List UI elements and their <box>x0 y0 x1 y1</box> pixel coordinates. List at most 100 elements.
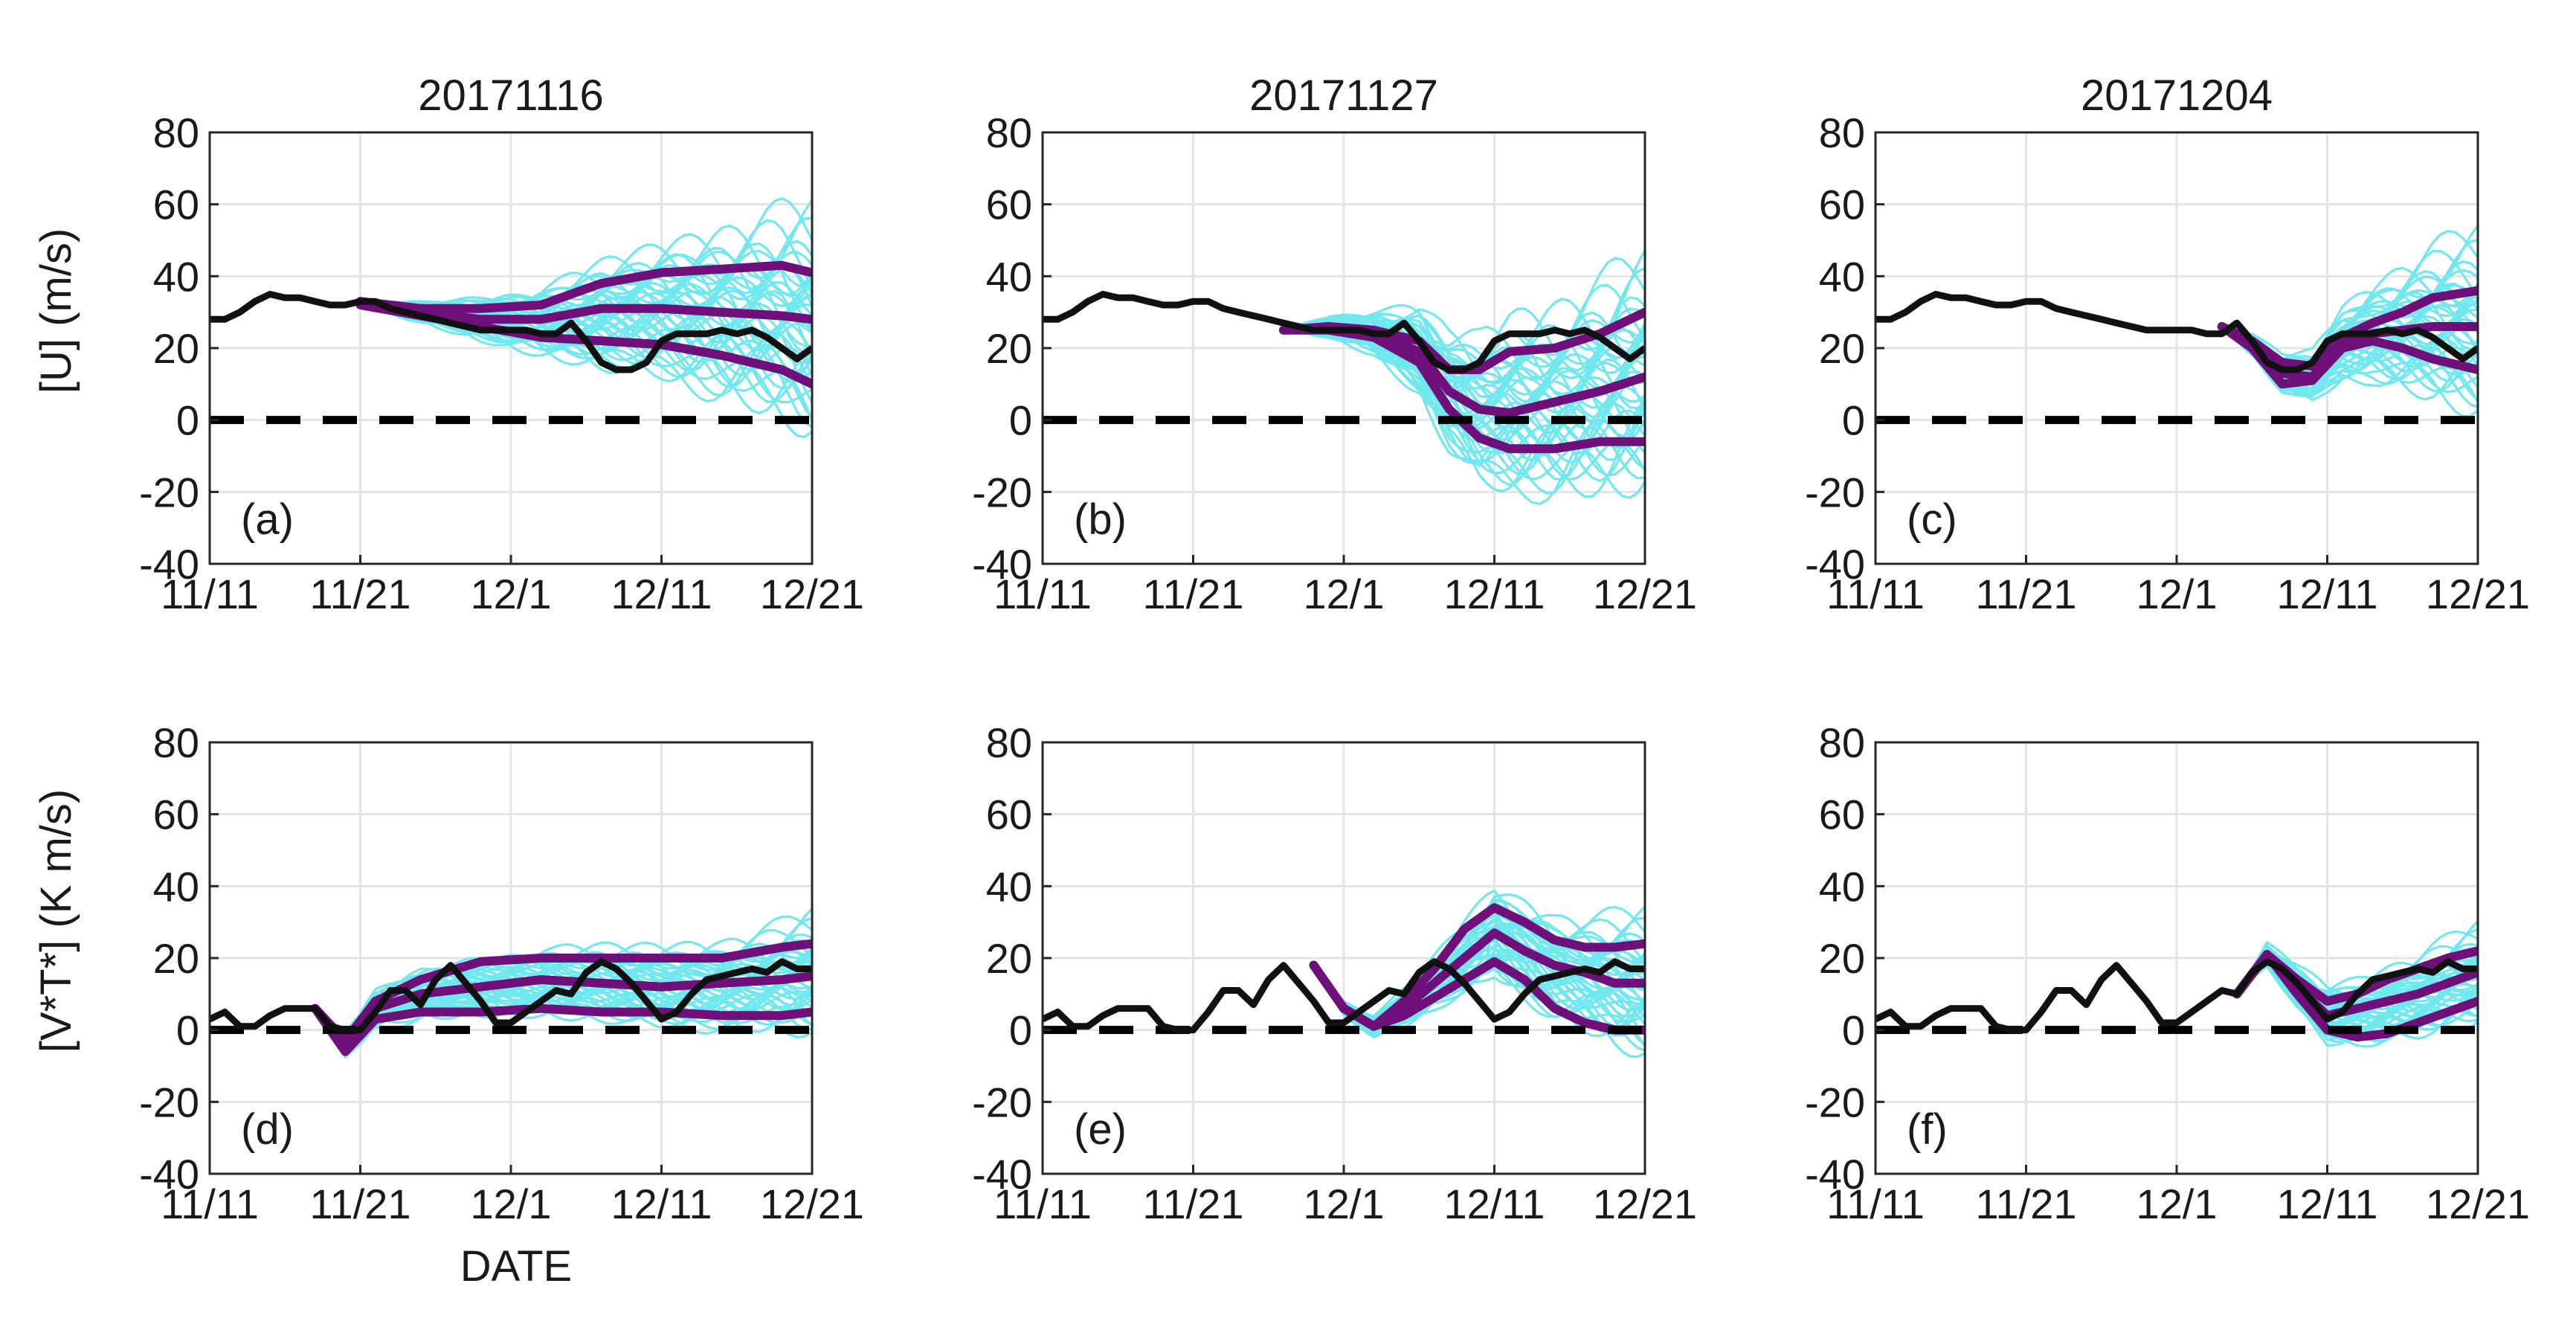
chart-panel-e: -40 -20 0 20 40 60 80 11/11 11/21 12/1 12/11 12/21 (… <box>972 719 1697 1227</box>
x-tick-label: 11/21 <box>1143 1180 1244 1227</box>
observed-line <box>210 291 812 373</box>
x-tick-label: 12/11 <box>2277 1180 2378 1227</box>
y-axis-label-bottom: [V*T*] (K m/s) <box>32 789 80 1053</box>
panel-label: (c) <box>1907 495 1957 544</box>
y-tick-label: 40 <box>153 253 199 300</box>
x-tick-label: 12/11 <box>1444 1180 1545 1227</box>
chart-title: 20171127 <box>1249 71 1438 120</box>
y-tick-label: -20 <box>972 469 1032 515</box>
chart-panel-a: -40 -20 0 20 40 60 80 11/11 11/21 12/1 12/11 12/21 2… <box>139 71 864 617</box>
plot-content <box>210 907 812 1058</box>
chart-panel-c: -40 -20 0 20 40 60 80 11/11 11/21 12/1 12/11 12/21 2… <box>1805 71 2530 617</box>
x-tick-label: 12/1 <box>2137 1180 2218 1227</box>
y-tick-label: -40 <box>972 541 1032 588</box>
y-tick-label: 40 <box>1819 253 1865 300</box>
chart-panel-f: -40 -20 0 20 40 60 80 11/11 11/21 12/1 12/11 12/21 (… <box>1805 719 2530 1227</box>
y-tick-label: 20 <box>986 325 1032 372</box>
y-tick-label: 0 <box>176 397 199 444</box>
plot-content <box>1043 249 1645 505</box>
observed-line <box>1043 291 1645 373</box>
x-tick-label: 12/11 <box>2277 571 2378 617</box>
y-tick-label: -40 <box>139 1151 199 1198</box>
x-tick-label: 11/21 <box>1976 1180 2077 1227</box>
y-tick-label: 0 <box>1009 1007 1032 1054</box>
plot-content <box>210 197 812 438</box>
y-tick-label: 20 <box>1819 935 1865 982</box>
y-tick-label: -40 <box>1805 1151 1865 1198</box>
ensemble-member-line <box>1283 257 1645 380</box>
y-tick-label: 0 <box>1842 397 1865 444</box>
x-tick-label: 12/1 <box>1304 571 1385 617</box>
y-tick-label: 20 <box>153 325 199 372</box>
y-tick-label: 0 <box>1842 1007 1865 1054</box>
ensemble-member-line <box>1313 899 1645 1018</box>
plot-content <box>1875 225 2478 425</box>
x-tick-label: 12/21 <box>2426 571 2530 617</box>
x-tick-label: 11/11 <box>994 571 1092 617</box>
y-tick-label: -20 <box>1805 1079 1865 1125</box>
y-tick-label: 60 <box>986 791 1032 838</box>
x-axis-label: DATE <box>460 1242 572 1291</box>
y-tick-label: 80 <box>153 719 199 766</box>
chart-title: 20171116 <box>418 71 603 120</box>
y-tick-label: -20 <box>139 1079 199 1125</box>
observed-line <box>1875 291 2478 373</box>
x-tick-label: 11/11 <box>994 1180 1092 1227</box>
y-tick-label: 80 <box>986 719 1032 766</box>
plot-content <box>1875 920 2478 1048</box>
observed-line <box>210 958 812 1034</box>
panel-label: (d) <box>241 1105 294 1154</box>
x-tick-label: 12/1 <box>471 571 552 617</box>
x-tick-label: 12/11 <box>611 1180 712 1227</box>
y-tick-label: 80 <box>153 109 199 156</box>
x-tick-label: 12/11 <box>611 571 712 617</box>
x-tick-label: 12/1 <box>1304 1180 1385 1227</box>
chart-panel-b: -40 -20 0 20 40 60 80 11/11 11/21 12/1 12/11 12/21 2… <box>972 71 1697 617</box>
y-tick-label: -40 <box>1805 541 1865 588</box>
y-tick-label: -40 <box>972 1151 1032 1198</box>
y-tick-label: -40 <box>139 541 199 588</box>
y-tick-label: 40 <box>986 253 1032 300</box>
y-tick-label: 80 <box>986 109 1032 156</box>
chart-panel-d: -40 -20 0 20 40 60 80 11/11 11/21 12/1 12/11 12/21 (… <box>139 719 864 1227</box>
x-tick-label: 12/11 <box>1444 571 1545 617</box>
y-tick-label: 60 <box>153 181 199 228</box>
x-tick-label: 11/11 <box>161 1180 259 1227</box>
plot-content <box>1043 889 1645 1058</box>
chart-title: 20171204 <box>2081 71 2273 120</box>
ensemble-member-line <box>1313 949 1645 1037</box>
y-tick-label: 40 <box>1819 863 1865 910</box>
y-tick-label: 60 <box>1819 181 1865 228</box>
y-tick-label: 80 <box>1819 109 1865 156</box>
y-tick-label: 60 <box>153 791 199 838</box>
y-tick-label: 20 <box>986 935 1032 982</box>
x-tick-label: 12/21 <box>1593 1180 1697 1227</box>
x-tick-label: 11/21 <box>310 571 411 617</box>
x-tick-label: 12/21 <box>1593 571 1697 617</box>
y-tick-label: 20 <box>153 935 199 982</box>
y-tick-label: 40 <box>986 863 1032 910</box>
x-tick-label: 11/11 <box>161 571 259 617</box>
y-tick-label: 0 <box>176 1007 199 1054</box>
y-tick-label: -20 <box>972 1079 1032 1125</box>
panel-label: (a) <box>241 495 294 544</box>
y-tick-label: 20 <box>1819 325 1865 372</box>
x-tick-label: 12/21 <box>2426 1180 2530 1227</box>
percentile-line-lower <box>1309 957 1645 1035</box>
panel-label: (b) <box>1074 495 1127 544</box>
x-tick-label: 11/11 <box>1826 1180 1925 1227</box>
percentile-line-upper <box>355 260 812 313</box>
y-tick-label: 60 <box>1819 791 1865 838</box>
y-tick-label: -20 <box>139 469 199 515</box>
panel-label: (e) <box>1074 1105 1127 1154</box>
x-tick-label: 11/21 <box>310 1180 411 1227</box>
x-tick-label: 12/21 <box>760 1180 864 1227</box>
panel-label: (f) <box>1907 1105 1948 1154</box>
ensemble-member-line <box>2221 225 2478 367</box>
y-axis-label-top: [U] (m/s) <box>32 228 80 393</box>
x-tick-label: 11/21 <box>1143 571 1244 617</box>
y-tick-label: -20 <box>1805 469 1865 515</box>
observed-line <box>1875 958 2478 1034</box>
y-tick-label: 60 <box>986 181 1032 228</box>
